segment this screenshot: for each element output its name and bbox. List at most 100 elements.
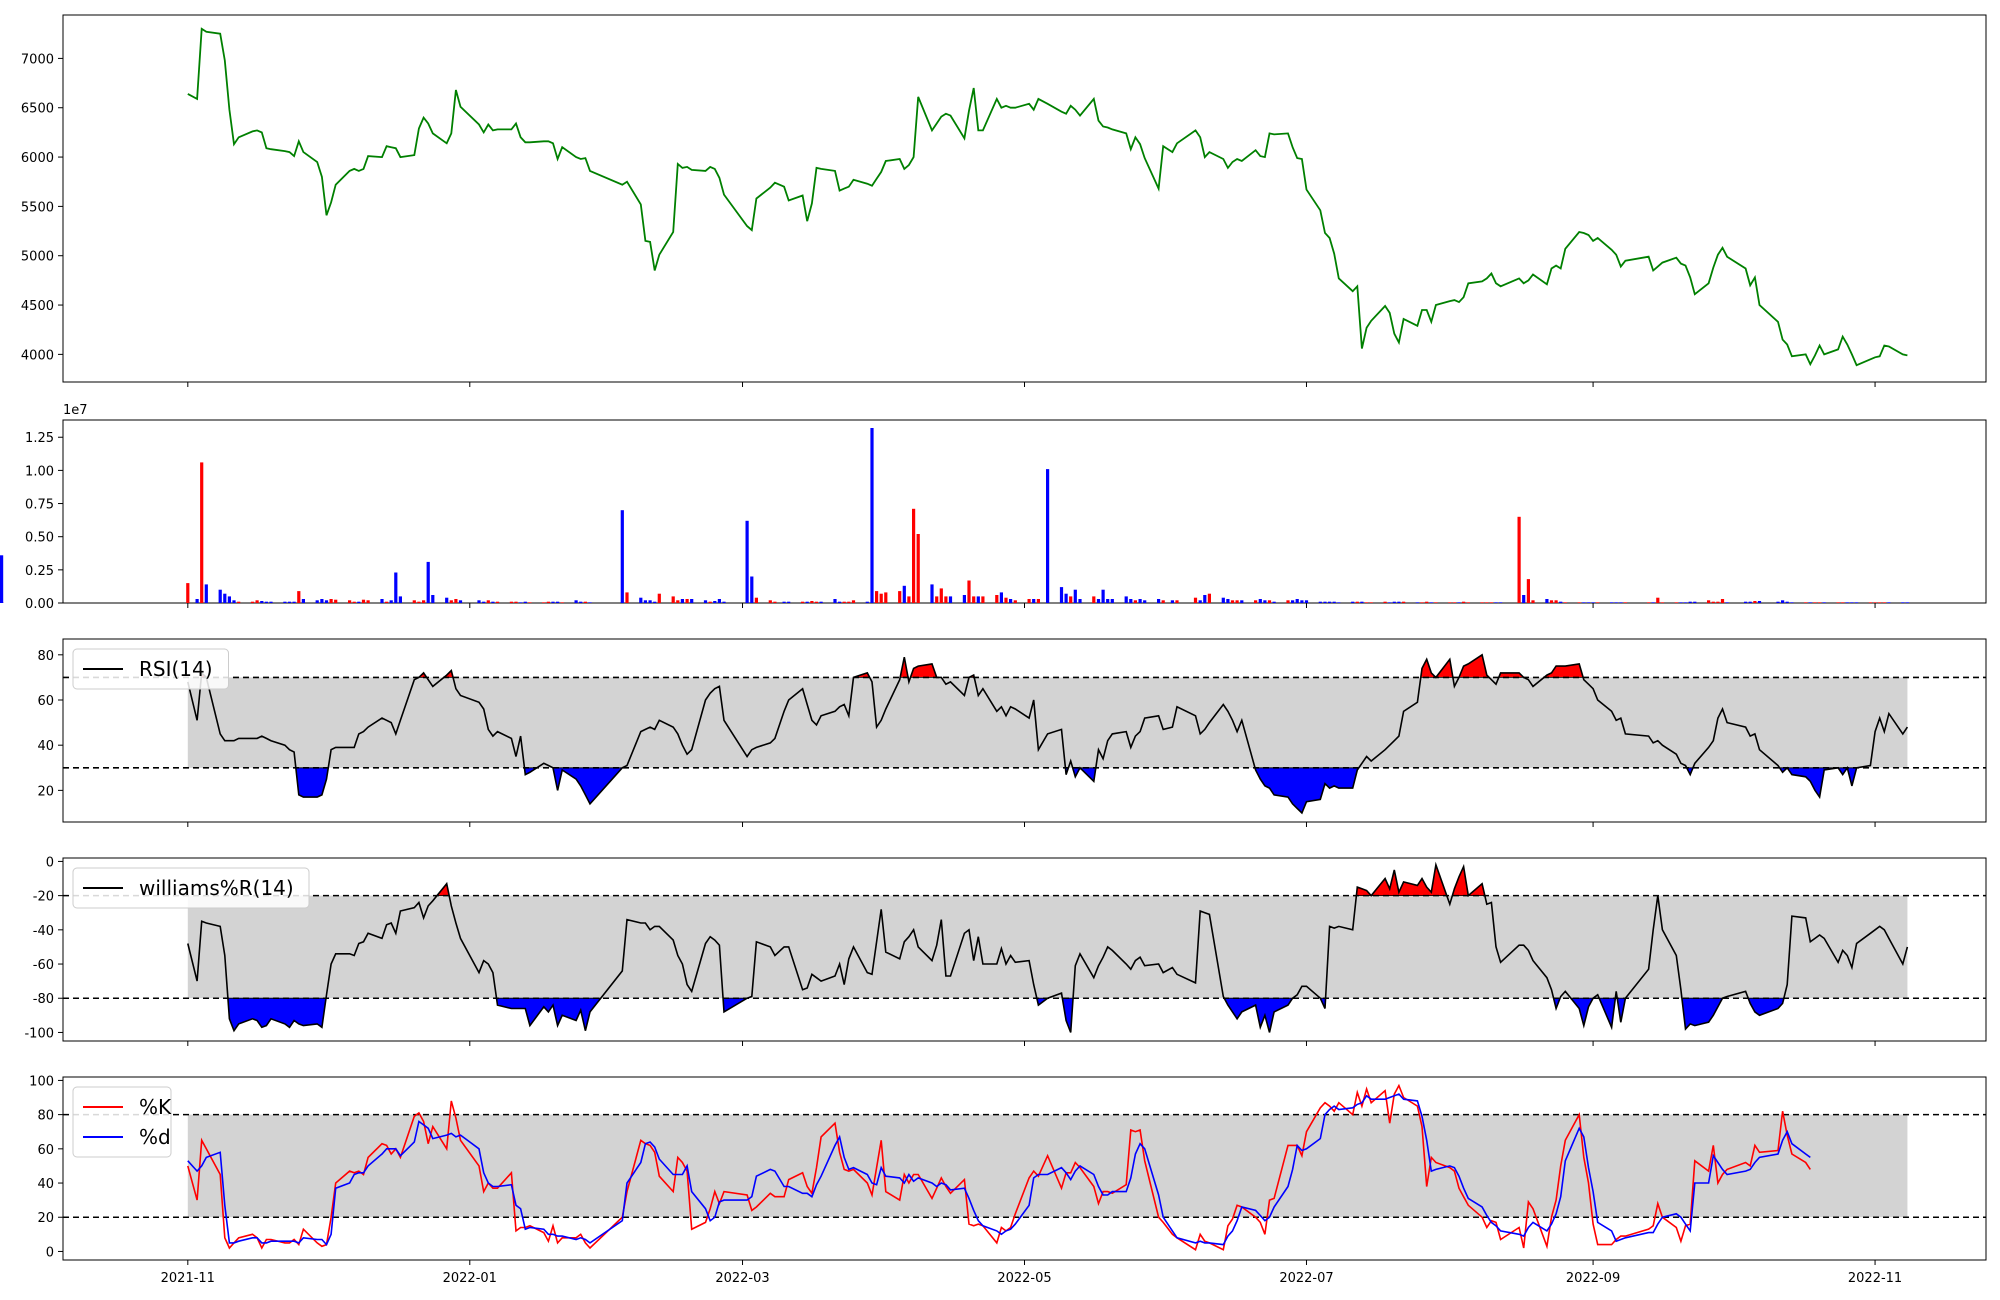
legend: RSI(14) [72,648,229,690]
volume-bar [620,510,624,603]
price-y-tick-label: 6000 [21,151,54,166]
volume-bar [1480,602,1484,603]
volume-bar [1036,599,1040,603]
volume-bar [385,601,389,603]
volume-bar [1059,587,1064,603]
volume-bar [1258,599,1262,603]
volume-bar [842,601,846,603]
volume-bar [320,599,324,603]
volume-bar [1873,602,1877,603]
volume-bar [884,592,888,603]
volume-bar [1157,599,1161,603]
volume-bar [912,508,916,603]
volume-bar [1748,601,1752,603]
price-y-tick-label: 7000 [21,52,54,67]
volume-bar [1660,602,1664,603]
volume-bar [1868,602,1872,603]
volume-bar [916,534,920,603]
volume-bar [260,601,264,603]
x-tick-label: 2022-03 [715,1271,769,1286]
volume-bar [1328,601,1332,603]
volume-bar [1360,601,1364,603]
volume-bar [1073,589,1077,603]
volume-bar [412,600,416,603]
volume-bar [1175,600,1179,603]
volume-bar [1203,595,1207,603]
y-tick-label: -100 [24,1026,54,1041]
volume-bar [255,600,259,603]
volume-bar [1235,600,1239,603]
volume-bar [754,597,758,603]
volume-bar [389,600,393,603]
volume-bar [879,593,883,603]
volume-bar [810,601,814,603]
volume-bar [1452,602,1456,603]
price-y-tick-label: 6500 [21,102,54,117]
volume-bar [579,601,583,603]
volume-bar [1457,602,1461,603]
volume-y-tick-label: 0.50 [25,531,54,546]
volume-bar [334,599,338,603]
volume-bar [588,602,592,603]
volume-bar [1526,579,1530,603]
volume-bar [1096,599,1101,603]
x-tick-label: 2022-07 [1279,1271,1333,1286]
volume-bar [292,601,296,603]
volume-bar [1124,596,1128,603]
volume-multiplier-label: 1e7 [63,403,88,418]
volume-bar [782,601,786,603]
volume-bar [1688,601,1692,603]
volume-bar [1300,600,1304,603]
volume-bar [357,601,361,603]
volume-bar [1004,597,1008,603]
indicator-line [187,653,1909,815]
volume-bar [907,596,911,603]
volume-bar [676,600,680,603]
volume-bar [1110,599,1114,603]
y-tick-label: 60 [37,1143,54,1158]
volume-bar [976,596,980,603]
volume-bar [671,596,675,603]
legend-label: %d [139,1125,171,1149]
volume-bar [1425,601,1429,603]
volume-bar [1332,601,1336,603]
volume-bar [301,599,305,603]
volume-bar [1716,601,1720,603]
y-tick-label: 40 [37,1177,54,1192]
volume-bar [1836,602,1840,603]
volume-bar [223,593,227,603]
series-line-pct-d [187,1093,1811,1247]
volume-y-tick-label: 0.75 [25,498,54,513]
volume-bar [851,600,856,603]
y-tick-label: -80 [33,992,54,1007]
y-tick-label: -60 [33,958,54,973]
volume-bar [1291,600,1295,603]
volume-bar [1106,599,1110,603]
legend-label: %K [139,1095,172,1119]
volume-bar [1064,593,1068,603]
volume-bar [703,600,708,603]
volume-bar [1591,602,1595,603]
volume-bar [204,584,208,603]
volume-bar [948,596,953,603]
volume-bar [1462,601,1466,603]
volume-bar [1489,602,1493,603]
volume-bar [519,602,523,603]
volume-bar [1619,602,1623,603]
volume-bar [819,601,823,603]
volume-bar [1531,600,1535,603]
volume-bar [523,601,527,603]
volume-bar [653,601,657,603]
volume-bar [1267,600,1272,603]
price-y-tick-label: 4000 [21,348,54,363]
volume-bar [625,592,629,603]
volume-bar [1878,602,1882,603]
volume-bar [348,600,352,603]
volume-bar [657,593,661,603]
volume-bar [1647,602,1651,603]
volume-bar [583,601,587,603]
volume-bar [250,601,255,603]
x-tick-label: 2022-09 [1566,1271,1620,1286]
volume-bar [690,599,694,603]
